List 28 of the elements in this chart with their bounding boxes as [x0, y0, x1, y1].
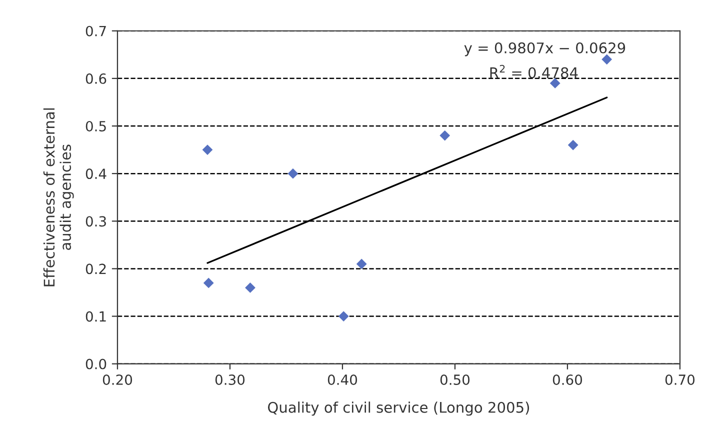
y-tick-label: 0.1 — [86, 311, 106, 322]
x-tick-label: 0.20 — [102, 374, 132, 385]
point — [602, 54, 612, 65]
y-tick-label: 0.6 — [86, 73, 106, 84]
point — [245, 282, 256, 293]
x-tick-label: 0.40 — [328, 374, 358, 385]
y-tick-label: 0.3 — [86, 216, 106, 227]
x-tick-label: 0.70 — [665, 374, 694, 385]
point — [550, 78, 560, 88]
x-tick-label: 0.60 — [552, 374, 582, 385]
point — [568, 140, 578, 150]
point — [338, 311, 349, 322]
y-tick-label: 0.2 — [86, 264, 106, 274]
x-tick-label: 0.50 — [440, 374, 470, 385]
annotation: R$^{2}$ = 0.4784 — [490, 64, 578, 78]
y-axis-title: Effectiveness of external audit agencies — [43, 108, 74, 286]
y-tick-label: 0.0 — [86, 358, 106, 370]
point — [440, 130, 450, 141]
annotation: y = 0.9807x − 0.0629 — [464, 42, 626, 56]
y-tick-label: 0.4 — [86, 168, 106, 180]
y-tick-label: 0.5 — [86, 120, 106, 132]
x-axis-title: Quality of civil service (Longo 2005) — [268, 402, 530, 416]
y-tick-label: 0.7 — [86, 26, 106, 36]
x-tick-label: 0.30 — [215, 374, 245, 385]
point — [202, 144, 213, 155]
point — [288, 168, 298, 179]
point — [356, 258, 367, 270]
point — [203, 278, 214, 288]
